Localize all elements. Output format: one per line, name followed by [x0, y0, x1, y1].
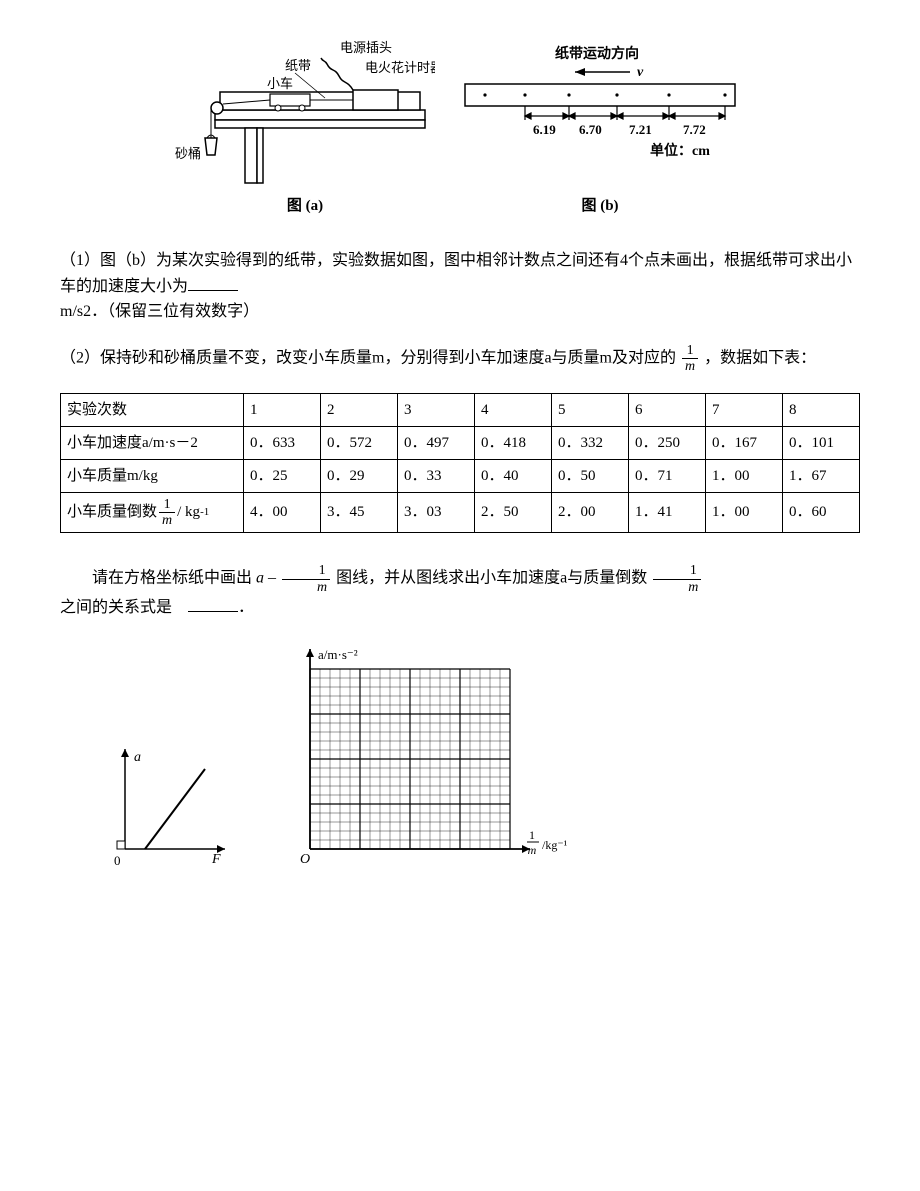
figure-b-caption: 图 (b): [581, 194, 618, 218]
dist-2: 6.70: [579, 122, 602, 137]
table-cell: 1．41: [629, 492, 706, 533]
label-tape: 纸带: [285, 58, 311, 73]
table-cell: 6: [629, 393, 706, 426]
table-cell: 3: [398, 393, 475, 426]
header-acceleration: 小车加速度a/m·s－2: [61, 426, 244, 459]
table-cell: 3．45: [321, 492, 398, 533]
svg-text:1: 1: [529, 828, 535, 842]
frac-1-over-m-icon: 1m: [159, 497, 175, 529]
dist-1: 6.19: [533, 122, 556, 137]
tape-direction-label: 纸带运动方向: [555, 45, 639, 62]
table-row: 小车加速度a/m·s－2 0．633 0．572 0．497 0．418 0．3…: [61, 426, 860, 459]
table-cell: 0．572: [321, 426, 398, 459]
table-cell: 8: [783, 393, 860, 426]
figure-a: 电源插头 纸带 电火花计时器 小车 砂桶: [175, 40, 435, 218]
q1-text: （1）图（b）为某次实验得到的纸带，实验数据如图，图中相邻计数点之间还有4个点未…: [60, 252, 852, 295]
table-cell: 2: [321, 393, 398, 426]
small-y-label: a: [134, 750, 141, 765]
table-cell: 2．50: [475, 492, 552, 533]
label-cart: 小车: [267, 76, 293, 91]
q2b-mid: 图线，并从图线求出小车加速度a与质量倒数: [336, 570, 647, 587]
dist-3: 7.21: [629, 122, 652, 137]
dist-4: 7.72: [683, 122, 706, 137]
header-mass: 小车质量m/kg: [61, 459, 244, 492]
question-1: （1）图（b）为某次实验得到的纸带，实验数据如图，图中相邻计数点之间还有4个点未…: [60, 248, 860, 325]
table-cell: 0．25: [244, 459, 321, 492]
q2b-prefix: 请在方格坐标纸中画出: [92, 570, 252, 587]
q2b-suffix: 之间的关系式是: [60, 599, 188, 616]
table-cell: 0．50: [552, 459, 629, 492]
svg-text:m: m: [528, 843, 537, 857]
table-cell: 0．60: [783, 492, 860, 533]
graphs-row: 0 a F a/m·s⁻² O 1 m /kg⁻¹: [100, 639, 860, 869]
question-2-intro: （2）保持砂和砂桶质量不变，改变小车质量m，分别得到小车加速度a与质量m及对应的…: [60, 343, 860, 375]
table-cell: 0．29: [321, 459, 398, 492]
label-plug: 电源插头: [340, 40, 392, 55]
figures-row: 电源插头 纸带 电火花计时器 小车 砂桶: [60, 40, 860, 218]
table-row: 小车质量倒数 1m / kg-1 4．00 3．45 3．03 2．50 2．0…: [61, 492, 860, 533]
figure-a-svg: 电源插头 纸带 电火花计时器 小车 砂桶: [175, 40, 435, 190]
small-origin: 0: [114, 853, 121, 868]
table-cell: 0．33: [398, 459, 475, 492]
table-cell: 0．633: [244, 426, 321, 459]
question-2b: 请在方格坐标纸中画出 a – 1m 图线，并从图线求出小车加速度a与质量倒数 1…: [60, 563, 860, 620]
grid-x-label: 1 m /kg⁻¹: [527, 828, 568, 857]
q1-blank[interactable]: [188, 274, 238, 291]
frac-1-over-m: 1m: [682, 343, 698, 375]
q1-unit: m/s2．（保留三位有效数字）: [60, 303, 259, 320]
table-cell: 1．67: [783, 459, 860, 492]
figure-a-caption: 图 (a): [287, 194, 323, 218]
header-exp-number: 实验次数: [61, 393, 244, 426]
inv-mass-prefix: 小车质量倒数: [67, 500, 157, 524]
table-cell: 0．71: [629, 459, 706, 492]
table-cell: 2．00: [552, 492, 629, 533]
unit-label: 单位：cm: [650, 142, 710, 159]
table-cell: 7: [706, 393, 783, 426]
table-cell: 4: [475, 393, 552, 426]
inv-mass-unit: / kg: [177, 500, 200, 524]
grid-y-label: a/m·s⁻²: [318, 647, 358, 662]
table-cell: 0．101: [783, 426, 860, 459]
table-row: 小车质量m/kg 0．25 0．29 0．33 0．40 0．50 0．71 1…: [61, 459, 860, 492]
label-bucket: 砂桶: [175, 146, 201, 161]
grid-origin: O: [300, 852, 310, 867]
grid-paper: a/m·s⁻² O 1 m /kg⁻¹: [270, 639, 570, 869]
table-cell: 4．00: [244, 492, 321, 533]
table-cell: 0．250: [629, 426, 706, 459]
table-cell: 0．332: [552, 426, 629, 459]
table-cell: 1．00: [706, 492, 783, 533]
frac-1-over-m-2: 1m: [282, 563, 330, 595]
table-cell: 0．418: [475, 426, 552, 459]
header-inv-mass: 小车质量倒数 1m / kg-1: [61, 492, 244, 533]
frac-1-over-m-3: 1m: [653, 563, 701, 595]
q2b-blank[interactable]: [188, 595, 238, 612]
table-row: 实验次数 1 2 3 4 5 6 7 8: [61, 393, 860, 426]
label-timer: 电火花计时器: [365, 60, 435, 75]
figure-b: 纸带运动方向 v: [455, 40, 745, 218]
table-cell: 0．167: [706, 426, 783, 459]
svg-text:/kg⁻¹: /kg⁻¹: [542, 838, 568, 852]
table-cell: 1: [244, 393, 321, 426]
table-cell: 0．40: [475, 459, 552, 492]
table-cell: 3．03: [398, 492, 475, 533]
figure-b-svg: 纸带运动方向 v: [455, 40, 745, 190]
table-cell: 0．497: [398, 426, 475, 459]
small-graph: 0 a F: [100, 739, 240, 869]
table-cell: 1．00: [706, 459, 783, 492]
data-table: 实验次数 1 2 3 4 5 6 7 8 小车加速度a/m·s－2 0．633 …: [60, 393, 860, 534]
q2-line2: ，数据如下表：: [704, 349, 816, 366]
table-cell: 5: [552, 393, 629, 426]
small-x-label: F: [211, 852, 221, 867]
v-label: v: [637, 65, 644, 80]
q2-line1: （2）保持砂和砂桶质量不变，改变小车质量m，分别得到小车加速度a与质量m及对应的: [60, 349, 676, 366]
